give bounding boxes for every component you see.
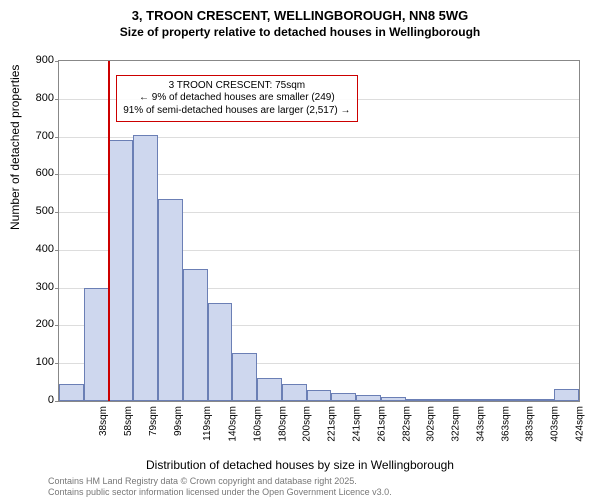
x-tick-label: 180sqm (277, 406, 288, 442)
y-tick (55, 61, 59, 62)
property-marker-line (108, 61, 110, 401)
x-tick-label: 200sqm (302, 406, 313, 442)
x-tick-label: 38sqm (98, 406, 109, 436)
x-tick-label: 383sqm (525, 406, 536, 442)
histogram-bar (307, 390, 332, 401)
x-tick-label: 99sqm (173, 406, 184, 436)
histogram-bar (109, 140, 134, 401)
y-tick-label: 500 (14, 205, 54, 217)
x-tick-label: 363sqm (500, 406, 511, 442)
y-tick-label: 100 (14, 356, 54, 368)
chart-title: 3, TROON CRESCENT, WELLINGBOROUGH, NN8 5… (0, 0, 600, 39)
histogram-bar (133, 135, 158, 401)
x-tick-label: 424sqm (574, 406, 585, 442)
footer-attribution: Contains HM Land Registry data © Crown c… (48, 476, 392, 498)
annotation-line: 91% of semi-detached houses are larger (… (123, 105, 350, 118)
histogram-bar (455, 399, 480, 401)
y-tick-label: 900 (14, 54, 54, 66)
x-tick-label: 160sqm (253, 406, 264, 442)
y-tick (55, 250, 59, 251)
histogram-bar (430, 399, 455, 401)
histogram-bar (505, 399, 530, 401)
x-tick-label: 140sqm (228, 406, 239, 442)
histogram-bar (480, 399, 505, 401)
histogram-bar (158, 199, 183, 401)
title-line-1: 3, TROON CRESCENT, WELLINGBOROUGH, NN8 5… (0, 8, 600, 23)
histogram-bar (84, 288, 109, 401)
x-tick-label: 79sqm (148, 406, 159, 436)
x-tick-label: 282sqm (401, 406, 412, 442)
y-tick-label: 700 (14, 130, 54, 142)
y-tick (55, 99, 59, 100)
y-tick-label: 400 (14, 243, 54, 255)
y-tick-label: 300 (14, 281, 54, 293)
x-tick-label: 403sqm (550, 406, 561, 442)
x-tick-label: 261sqm (376, 406, 387, 442)
chart-container: 3, TROON CRESCENT, WELLINGBOROUGH, NN8 5… (0, 0, 600, 500)
histogram-bar (529, 399, 554, 401)
x-tick-label: 58sqm (123, 406, 134, 436)
x-axis-label: Distribution of detached houses by size … (0, 458, 600, 472)
title-line-2: Size of property relative to detached ho… (0, 25, 600, 39)
histogram-bar (356, 395, 381, 401)
annotation-line: ← 9% of detached houses are smaller (249… (123, 92, 350, 105)
x-tick-label: 343sqm (475, 406, 486, 442)
histogram-bar (554, 389, 579, 401)
x-tick-label: 241sqm (352, 406, 363, 442)
y-tick (55, 137, 59, 138)
x-tick-label: 221sqm (327, 406, 338, 442)
x-tick-label: 302sqm (426, 406, 437, 442)
histogram-bar (331, 393, 356, 401)
plot-area: 3 TROON CRESCENT: 75sqm← 9% of detached … (58, 60, 580, 402)
histogram-bar (282, 384, 307, 401)
footer-line-2: Contains public sector information licen… (48, 487, 392, 498)
histogram-bar (232, 353, 257, 401)
y-tick-label: 200 (14, 318, 54, 330)
histogram-bar (406, 399, 431, 401)
footer-line-1: Contains HM Land Registry data © Crown c… (48, 476, 392, 487)
y-tick-label: 800 (14, 92, 54, 104)
annotation-line: 3 TROON CRESCENT: 75sqm (123, 80, 350, 93)
histogram-bar (59, 384, 84, 401)
y-tick (55, 174, 59, 175)
histogram-bar (183, 269, 208, 401)
y-tick-label: 600 (14, 167, 54, 179)
y-tick (55, 363, 59, 364)
y-tick (55, 212, 59, 213)
y-tick (55, 288, 59, 289)
x-tick-label: 119sqm (202, 406, 213, 441)
y-tick (55, 325, 59, 326)
histogram-bar (208, 303, 233, 401)
x-tick-label: 322sqm (451, 406, 462, 442)
y-tick-label: 0 (14, 394, 54, 406)
histogram-bar (381, 397, 406, 401)
y-tick (55, 401, 59, 402)
annotation-box: 3 TROON CRESCENT: 75sqm← 9% of detached … (116, 75, 357, 123)
histogram-bar (257, 378, 282, 401)
